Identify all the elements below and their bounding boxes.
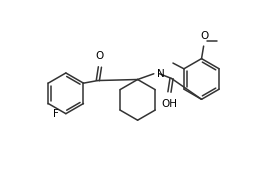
Text: O: O — [200, 31, 208, 41]
Text: O: O — [96, 51, 104, 61]
Text: F: F — [53, 109, 59, 119]
Text: OH: OH — [161, 99, 177, 109]
Text: N: N — [157, 69, 165, 79]
